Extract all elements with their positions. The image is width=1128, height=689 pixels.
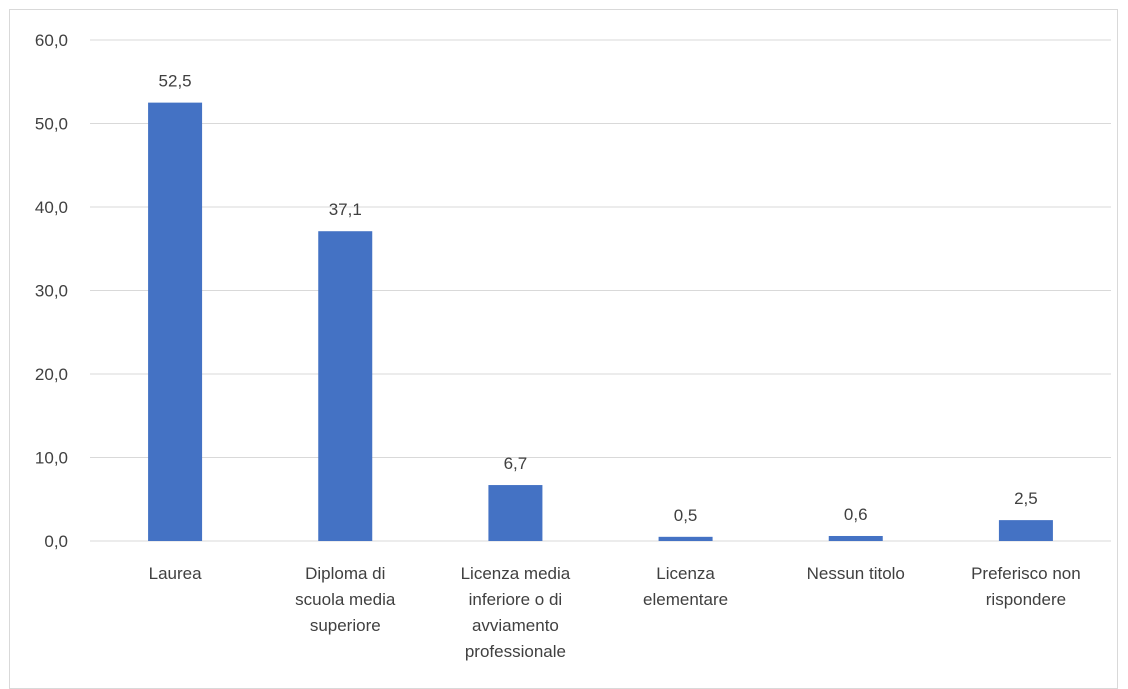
x-axis-categories: Laurea Diploma di scuola media superiore Lic…: [149, 564, 1081, 661]
bars: [148, 102, 1053, 541]
bar: [828, 535, 883, 541]
category-label: Preferisco non rispondere: [971, 564, 1081, 609]
y-tick-label: 10,0: [35, 449, 68, 468]
category-label-line: professionale: [465, 642, 566, 661]
category-label-line: elementare: [643, 590, 728, 609]
category-label: Laurea: [149, 564, 202, 583]
category-label-line: Licenza media: [461, 564, 571, 583]
data-label: 52,5: [159, 72, 192, 91]
data-label: 0,6: [844, 505, 868, 524]
category-label: Nessun titolo: [807, 564, 905, 583]
category-label-line: rispondere: [986, 590, 1066, 609]
category-label-line: Licenza: [656, 564, 715, 583]
y-tick-label: 60,0: [35, 31, 68, 50]
category-label-line: Preferisco non: [971, 564, 1081, 583]
category-label-line: Diploma di: [305, 564, 385, 583]
category-label: Licenza elementare: [643, 564, 728, 609]
category-label: Licenza media inferiore o di avviamento pro…: [461, 564, 571, 661]
data-label: 2,5: [1014, 489, 1038, 508]
category-label-line: superiore: [310, 616, 381, 635]
bar: [148, 102, 203, 541]
category-label-line: Nessun titolo: [807, 564, 905, 583]
category-label-line: scuola media: [295, 590, 396, 609]
data-label: 37,1: [329, 200, 362, 219]
data-labels: 52,5 37,1 6,7 0,5 0,6 2,5: [159, 72, 1038, 525]
data-label: 6,7: [504, 454, 528, 473]
y-tick-label: 50,0: [35, 115, 68, 134]
category-label: Diploma di scuola media superiore: [295, 564, 396, 635]
gridlines: [90, 39, 1111, 542]
bar: [658, 536, 713, 541]
category-label-line: inferiore o di: [469, 590, 563, 609]
y-tick-label: 30,0: [35, 282, 68, 301]
data-label: 0,5: [674, 506, 698, 525]
bar: [488, 485, 543, 541]
y-tick-label: 20,0: [35, 365, 68, 384]
category-label-line: Laurea: [149, 564, 202, 583]
y-tick-label: 0,0: [44, 532, 68, 551]
y-axis-ticks: 0,0 10,0 20,0 30,0 40,0 50,0 60,0: [35, 31, 68, 551]
bar: [998, 520, 1053, 541]
category-label-line: avviamento: [472, 616, 559, 635]
bar: [318, 231, 373, 541]
y-tick-label: 40,0: [35, 198, 68, 217]
